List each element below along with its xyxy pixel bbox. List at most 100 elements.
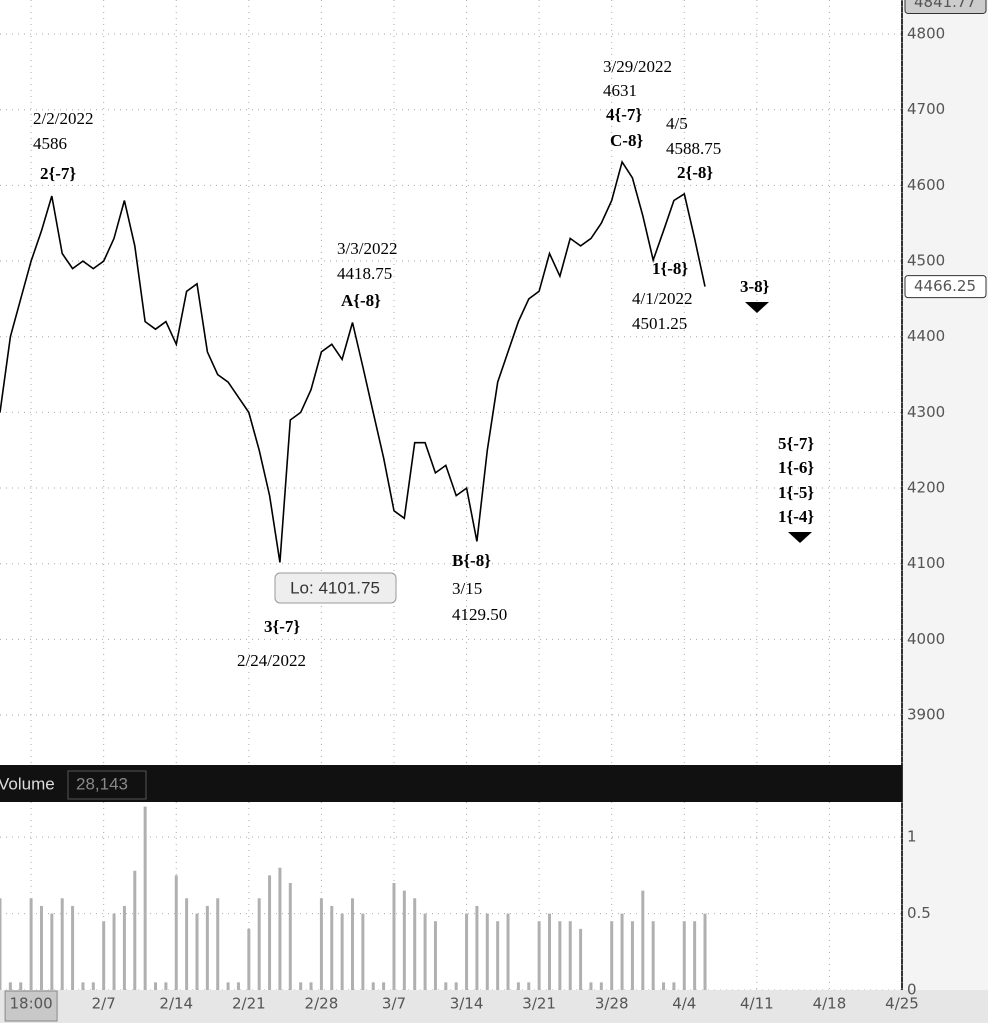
annotation: 3{-7} xyxy=(264,617,300,636)
volume-bar xyxy=(81,982,85,990)
y-tick-label: 4800 xyxy=(907,25,945,43)
volume-value: 28,143 xyxy=(76,774,128,793)
volume-bar xyxy=(620,913,624,990)
price-panel xyxy=(0,0,902,765)
x-tick-label: 3/14 xyxy=(450,995,484,1013)
price-line xyxy=(0,159,706,563)
x-tick-highlight xyxy=(4,990,58,1022)
volume-bar xyxy=(371,982,375,990)
volume-bar xyxy=(247,928,251,990)
volume-bar xyxy=(444,982,448,990)
annotation: 2/2/2022 xyxy=(33,109,93,128)
annotation: 4586 xyxy=(33,134,67,153)
volume-bar xyxy=(154,982,158,990)
x-tick-label: 18:00 xyxy=(9,995,52,1013)
volume-bar xyxy=(185,898,189,990)
y-tick-label: 4600 xyxy=(907,176,945,194)
volume-bar xyxy=(589,982,593,990)
annotation: 1{-8} xyxy=(652,259,688,278)
volume-bar xyxy=(257,898,261,990)
price-marker-label: 4466.25 xyxy=(914,277,976,295)
volume-header xyxy=(0,765,902,802)
volume-bar xyxy=(475,905,479,990)
volume-bar xyxy=(0,898,2,990)
x-tick-label: 3/28 xyxy=(595,995,629,1013)
y-tick-label: 0.5 xyxy=(907,904,931,922)
volume-bar xyxy=(610,921,614,990)
x-tick-label: 4/4 xyxy=(672,995,696,1013)
annotation: 4501.25 xyxy=(632,314,687,333)
volume-bar xyxy=(651,921,655,990)
volume-bar xyxy=(423,913,427,990)
x-tick-label: 3/7 xyxy=(382,995,406,1013)
volume-bar xyxy=(516,982,520,990)
x-tick-label: 3/21 xyxy=(522,995,556,1013)
volume-bar xyxy=(496,921,500,990)
volume-bar xyxy=(693,921,697,990)
annotation: 4/5 xyxy=(666,114,688,133)
volume-bar xyxy=(205,905,209,990)
volume-bar xyxy=(662,982,666,990)
volume-bar xyxy=(340,913,344,990)
low-label-box xyxy=(274,572,397,604)
volume-bar xyxy=(309,982,313,990)
volume-bar xyxy=(351,898,355,990)
x-tick-label: 4/18 xyxy=(813,995,847,1013)
volume-bar xyxy=(268,875,272,990)
volume-bar xyxy=(703,913,707,990)
annotation: 3/3/2022 xyxy=(337,239,397,258)
x-tick-label: 4/25 xyxy=(885,995,919,1013)
volume-bar xyxy=(50,913,54,990)
y-tick-label: 4700 xyxy=(907,100,945,118)
low-label: Lo: 4101.75 xyxy=(290,578,380,597)
volume-bar xyxy=(465,913,469,990)
volume-title: Volume xyxy=(0,774,55,793)
volume-bar xyxy=(568,921,572,990)
volume-bar xyxy=(216,898,220,990)
price-marker-label: 4841.77 xyxy=(914,0,976,11)
volume-bar xyxy=(382,982,386,990)
volume-bar xyxy=(19,982,23,990)
annotation: C-8} xyxy=(610,131,643,150)
volume-value-box xyxy=(67,770,147,800)
annotation: 1{-5} xyxy=(778,483,814,502)
volume-bar xyxy=(402,890,406,990)
annotation: 2{-7} xyxy=(40,164,76,183)
volume-bar xyxy=(278,867,282,990)
annotation: 3/29/2022 xyxy=(603,57,672,76)
volume-bar xyxy=(547,913,551,990)
volume-bar xyxy=(361,913,365,990)
annotation: 3/15 xyxy=(452,579,482,598)
volume-bar xyxy=(112,913,116,990)
volume-bar xyxy=(537,921,541,990)
annotation: 1{-4} xyxy=(778,507,814,526)
y-tick-label: 4000 xyxy=(907,630,945,648)
volume-bar xyxy=(122,905,126,990)
y-tick-label: 4500 xyxy=(907,252,945,270)
x-tick-label: 2/7 xyxy=(92,995,116,1013)
annotation: 4418.75 xyxy=(337,264,392,283)
annotation: 2/24/2022 xyxy=(237,651,306,670)
volume-bar xyxy=(299,982,303,990)
volume-bar xyxy=(506,913,510,990)
target-marker xyxy=(745,302,769,313)
volume-bar xyxy=(91,982,95,990)
volume-bar xyxy=(174,875,178,990)
right-axis xyxy=(902,0,988,1023)
annotation: B{-8} xyxy=(452,551,491,570)
volume-bar xyxy=(288,883,292,990)
y-tick-label: 4400 xyxy=(907,327,945,345)
volume-bar xyxy=(236,982,240,990)
y-tick-label: 4100 xyxy=(907,554,945,572)
price-marker-box xyxy=(904,275,987,299)
volume-bar xyxy=(413,898,417,990)
volume-bar xyxy=(630,921,634,990)
y-tick-label: 0 xyxy=(907,981,917,999)
volume-bar xyxy=(672,982,676,990)
y-tick-label: 4200 xyxy=(907,479,945,497)
y-tick-label: 1 xyxy=(907,828,917,846)
volume-bar xyxy=(143,806,147,990)
volume-bar xyxy=(558,921,562,990)
volume-bar xyxy=(599,982,603,990)
x-tick-label: 4/11 xyxy=(740,995,774,1013)
